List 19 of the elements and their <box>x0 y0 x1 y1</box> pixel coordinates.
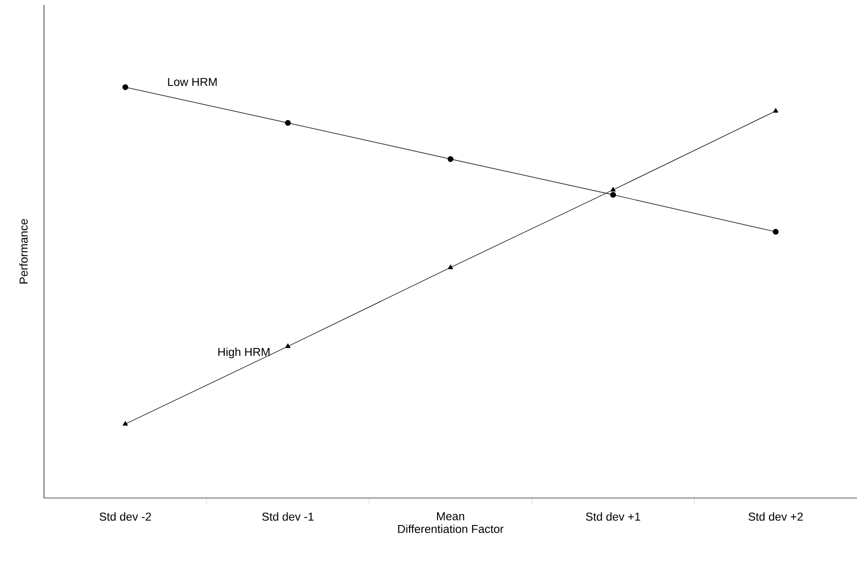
x-tick-label: Std dev +1 <box>586 512 640 521</box>
point <box>448 156 454 162</box>
point <box>122 84 128 90</box>
x-tick-label: Std dev -1 <box>262 512 314 521</box>
point <box>772 228 779 235</box>
point <box>610 186 616 192</box>
x-tick-label: Std dev +2 <box>748 512 803 521</box>
point <box>285 120 291 126</box>
x-tick-label: Std dev -2 <box>100 512 151 521</box>
point <box>610 192 616 198</box>
point <box>448 264 454 270</box>
x-axis-title: Differentiation Factor <box>398 524 504 534</box>
series-label: High HRM <box>218 348 270 358</box>
series-label: Low HRM <box>168 78 217 86</box>
x-tick-label: Mean <box>437 512 464 520</box>
point <box>122 421 128 426</box>
y-axis-title: Performance <box>19 219 28 284</box>
point <box>773 108 778 113</box>
point <box>285 343 290 348</box>
